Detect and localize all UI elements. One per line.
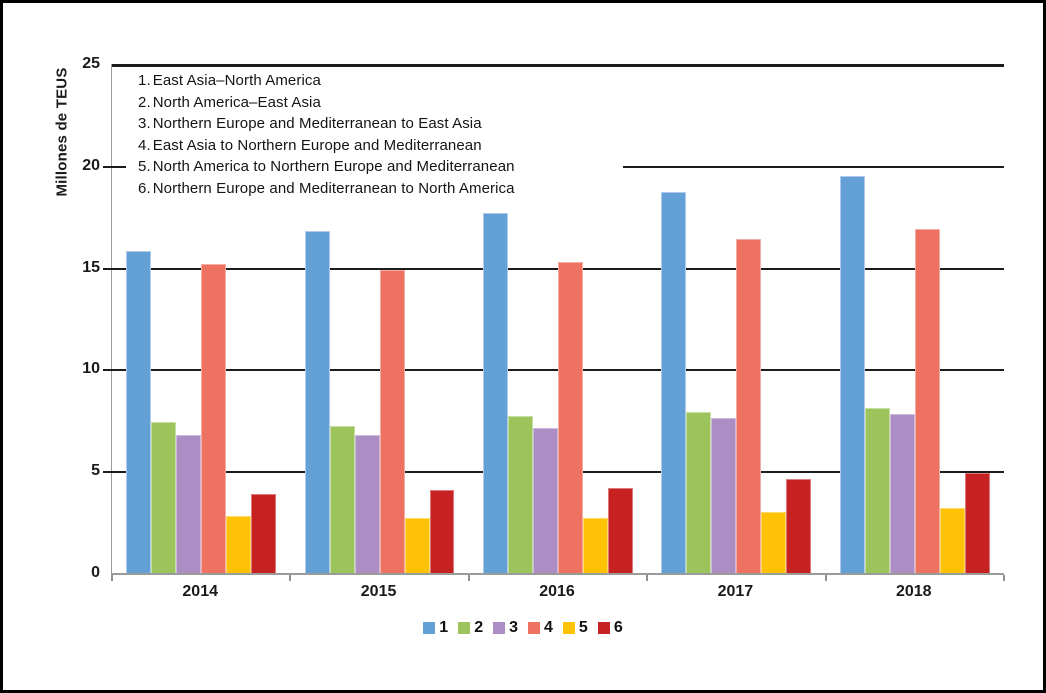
legend-item-6: 6 xyxy=(597,619,623,637)
bar-group-2015 xyxy=(290,64,468,573)
bar-2014-route-2 xyxy=(151,422,177,573)
x-tick-3 xyxy=(646,575,649,581)
bar-2014-route-6 xyxy=(251,493,277,573)
bar-2017-route-3 xyxy=(711,418,737,573)
bar-2017-route-6 xyxy=(786,479,812,573)
annotation-number-1: 1. xyxy=(138,72,151,89)
x-tick-0 xyxy=(111,575,113,581)
bar-2016-route-4 xyxy=(557,261,583,573)
x-label-2015: 2015 xyxy=(360,583,397,600)
annotation-number-5: 5. xyxy=(138,158,151,176)
annotation-line-4: 4. East Asia to Northern Europe and Medit… xyxy=(138,135,617,157)
chart-legend: 1 2 3 4 5 6 xyxy=(3,619,1043,637)
bar-2018-route-3 xyxy=(889,414,915,573)
annotation-route-label-4: East Asia to Northern Europe and Mediter… xyxy=(152,136,482,154)
bar-2014-route-1 xyxy=(126,251,152,573)
annotation-route-label-3: Northern Europe and Mediterranean to Eas… xyxy=(152,115,482,133)
legend-swatch-6 xyxy=(597,622,610,634)
bar-2018-route-2 xyxy=(864,408,890,573)
bar-2017-route-5 xyxy=(761,511,787,573)
bar-2017-route-2 xyxy=(686,412,712,573)
bar-2016-route-6 xyxy=(607,487,633,573)
legend-label-5: 5 xyxy=(578,619,588,636)
bar-2016-route-1 xyxy=(483,212,509,573)
annotation-number-6: 6. xyxy=(138,179,151,197)
y-tick-label-0: 0 xyxy=(91,564,100,581)
y-tick-10 xyxy=(103,369,112,371)
annotation-number-4: 4. xyxy=(138,136,151,154)
legend-item-5: 5 xyxy=(562,619,588,637)
annotation-route-label-1: East Asia–North America xyxy=(152,72,321,89)
bar-group-2016 xyxy=(469,64,647,573)
x-axis-category-labels: 2014 2015 2016 2017 2018 xyxy=(111,583,1003,605)
legend-label-3: 3 xyxy=(509,619,518,636)
gridline-25 xyxy=(112,64,1004,67)
bar-group-2014 xyxy=(112,64,290,573)
annotation-line-3: 3. Northern Europe and Mediterranean to E… xyxy=(138,113,617,135)
y-tick-15 xyxy=(103,268,112,270)
bar-2016-route-3 xyxy=(533,428,558,573)
annotation-line-6: 6. Northern Europe and Mediterranean to N… xyxy=(138,178,617,200)
annotation-route-label-6: Northern Europe and Mediterranean to Nor… xyxy=(152,179,515,197)
annotation-line-2: 2. North America–East Asia xyxy=(138,92,617,114)
x-label-2017: 2017 xyxy=(717,583,754,600)
legend-item-2: 2 xyxy=(458,619,483,637)
bar-2015-route-5 xyxy=(404,518,430,573)
y-tick-20 xyxy=(103,166,112,168)
x-label-2016: 2016 xyxy=(539,583,575,600)
bar-2016-route-2 xyxy=(508,416,534,573)
bar-group-2018 xyxy=(826,64,1004,573)
annotation-number-2: 2. xyxy=(138,93,151,111)
bar-2015-route-6 xyxy=(429,489,455,573)
legend-item-4: 4 xyxy=(528,619,553,637)
annotation-line-1: 1. East Asia–North America xyxy=(138,70,617,92)
bar-2015-route-2 xyxy=(329,426,355,573)
annotation-line-5: 5. North America to Northern Europe and M… xyxy=(138,156,617,178)
x-tick-4 xyxy=(824,575,827,581)
legend-swatch-1 xyxy=(423,622,436,634)
legend-item-1: 1 xyxy=(423,619,448,637)
y-axis-tick-labels: 0 5 10 15 20 25 xyxy=(58,55,100,581)
x-tick-5 xyxy=(1003,575,1005,581)
bar-group-2017 xyxy=(647,64,825,573)
plot-area: 1. East Asia–North America 2. North America… xyxy=(103,64,1005,581)
bar-2015-route-4 xyxy=(379,269,405,573)
legend-label-2: 2 xyxy=(474,619,484,636)
bar-2018-route-1 xyxy=(839,175,865,573)
legend-swatch-5 xyxy=(562,622,575,634)
y-tick-label-20: 20 xyxy=(82,157,100,174)
x-tick-2 xyxy=(467,575,470,581)
bar-2018-route-4 xyxy=(914,228,940,573)
bar-2016-route-5 xyxy=(582,518,608,573)
bar-2017-route-1 xyxy=(661,192,687,573)
series-key-annotation: 1. East Asia–North America 2. North America… xyxy=(126,67,623,204)
legend-label-4: 4 xyxy=(544,619,553,636)
y-tick-label-25: 25 xyxy=(82,55,100,72)
bar-2014-route-5 xyxy=(226,516,252,573)
x-tick-1 xyxy=(289,575,292,581)
legend-item-3: 3 xyxy=(493,619,518,637)
y-tick-5 xyxy=(103,471,112,473)
legend-label-1: 1 xyxy=(439,619,449,636)
bar-2014-route-4 xyxy=(201,263,227,573)
y-tick-label-15: 15 xyxy=(82,259,100,276)
bar-2015-route-3 xyxy=(354,434,380,573)
x-label-2014: 2014 xyxy=(182,583,218,600)
legend-swatch-2 xyxy=(458,622,471,634)
bar-2018-route-5 xyxy=(939,507,965,573)
bar-2018-route-6 xyxy=(964,473,990,573)
y-tick-label-10: 10 xyxy=(82,360,100,377)
annotation-route-label-2: North America–East Asia xyxy=(152,93,321,111)
legend-label-6: 6 xyxy=(613,619,623,636)
x-label-2018: 2018 xyxy=(895,583,932,600)
bar-2014-route-3 xyxy=(176,434,202,573)
legend-swatch-3 xyxy=(493,622,506,634)
legend-swatch-4 xyxy=(528,622,540,634)
y-tick-label-5: 5 xyxy=(91,462,100,479)
annotation-number-3: 3. xyxy=(138,115,151,133)
bar-2015-route-1 xyxy=(304,230,330,573)
bar-2017-route-4 xyxy=(736,239,762,573)
annotation-route-label-5: North America to Northern Europe and Med… xyxy=(152,158,515,176)
